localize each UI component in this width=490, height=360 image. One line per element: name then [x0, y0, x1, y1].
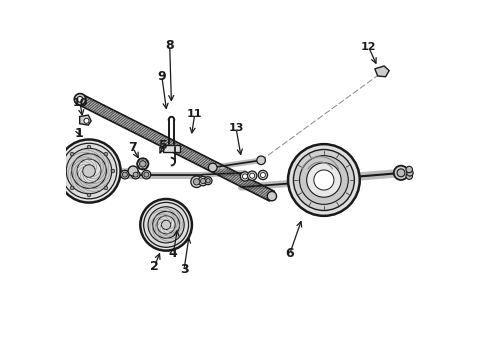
Polygon shape [80, 115, 91, 125]
Circle shape [314, 170, 334, 190]
Circle shape [198, 176, 208, 186]
Circle shape [243, 174, 247, 179]
Circle shape [70, 186, 74, 190]
Text: 7: 7 [128, 141, 137, 154]
Circle shape [204, 177, 212, 185]
Circle shape [70, 152, 74, 156]
Text: 2: 2 [150, 260, 159, 273]
Circle shape [288, 144, 360, 216]
Circle shape [200, 179, 206, 184]
Circle shape [87, 145, 91, 149]
Circle shape [140, 199, 192, 251]
Circle shape [111, 169, 115, 173]
Circle shape [133, 172, 138, 177]
Text: 6: 6 [286, 247, 294, 260]
Text: 4: 4 [169, 247, 178, 260]
Circle shape [137, 158, 148, 170]
Circle shape [144, 202, 189, 247]
Circle shape [74, 94, 86, 105]
Circle shape [407, 170, 413, 176]
Circle shape [148, 207, 184, 243]
Text: 5: 5 [159, 139, 168, 152]
Text: 11: 11 [187, 109, 202, 119]
Circle shape [140, 161, 146, 167]
Text: 8: 8 [166, 39, 174, 52]
Circle shape [258, 170, 268, 180]
Circle shape [104, 152, 108, 156]
Circle shape [144, 172, 149, 177]
Circle shape [121, 170, 129, 179]
Circle shape [153, 211, 179, 238]
Circle shape [208, 163, 217, 172]
Bar [163, 145, 180, 152]
Circle shape [260, 172, 266, 177]
Circle shape [406, 173, 413, 179]
Circle shape [307, 163, 341, 197]
Circle shape [57, 139, 121, 203]
Circle shape [122, 172, 127, 177]
Circle shape [250, 173, 255, 178]
Circle shape [77, 96, 83, 102]
Text: 1: 1 [75, 127, 84, 140]
Circle shape [77, 159, 101, 183]
Circle shape [299, 156, 348, 204]
Circle shape [194, 179, 200, 185]
Circle shape [247, 171, 257, 180]
Circle shape [267, 192, 276, 201]
Circle shape [66, 148, 112, 194]
Circle shape [131, 170, 140, 179]
Circle shape [394, 166, 408, 180]
Circle shape [84, 118, 89, 123]
Circle shape [61, 143, 117, 199]
Circle shape [162, 220, 171, 229]
Circle shape [157, 216, 175, 234]
Text: 9: 9 [157, 69, 166, 82]
Text: 12: 12 [361, 42, 376, 52]
Circle shape [63, 169, 67, 173]
Circle shape [142, 170, 151, 179]
Circle shape [104, 186, 108, 190]
Circle shape [87, 193, 91, 197]
Circle shape [191, 176, 202, 188]
Circle shape [294, 149, 354, 211]
Circle shape [240, 172, 250, 181]
Circle shape [72, 154, 106, 188]
Polygon shape [137, 159, 148, 169]
Text: 10: 10 [73, 98, 88, 108]
Circle shape [83, 165, 96, 177]
Text: 3: 3 [180, 263, 188, 276]
Circle shape [206, 179, 210, 183]
Circle shape [406, 166, 413, 173]
Polygon shape [375, 66, 389, 77]
Circle shape [128, 166, 138, 176]
Circle shape [397, 169, 405, 177]
Text: 13: 13 [228, 123, 244, 133]
Circle shape [257, 156, 266, 165]
